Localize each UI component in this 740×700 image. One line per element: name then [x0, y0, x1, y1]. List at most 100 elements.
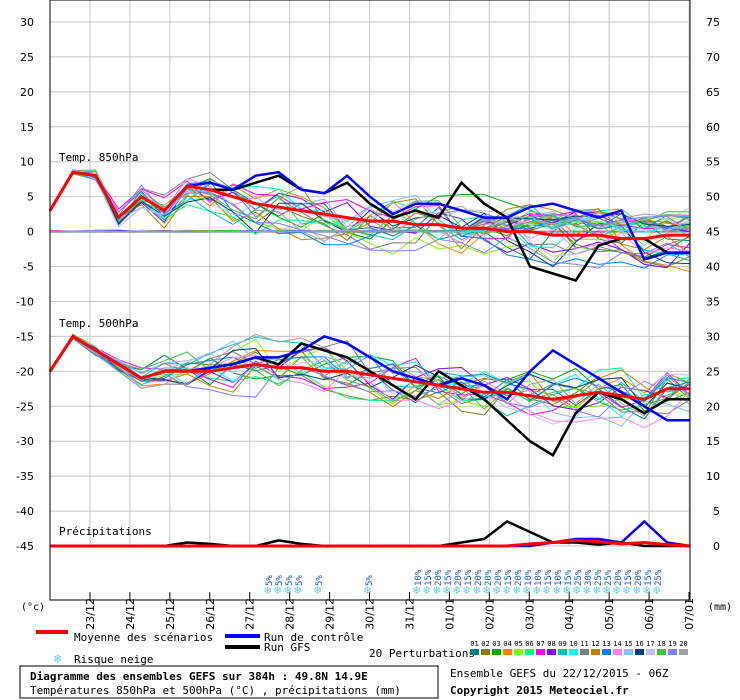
right-tick-label: 45 [706, 226, 720, 239]
perturbation-id: 10 [569, 640, 577, 648]
snow-icon: ❄ [463, 583, 470, 597]
perturbation-line [49, 333, 691, 408]
left-tick-label: -40 [16, 505, 34, 518]
perturbation-legend: 01 02 03 04 05 06 07 08 09 10 11 12 13 14 15 16 17 18 19 20 [470, 640, 688, 655]
snow-risk-label: 25% [604, 569, 614, 586]
right-tick-label: 55 [706, 156, 720, 169]
snow-icon: ❄ [613, 583, 620, 597]
snow-risk-label: 20% [634, 569, 644, 586]
snow-icon: ❄ [543, 583, 550, 597]
perturbation-id: 20 [679, 640, 687, 648]
x-tick-label: 27/12 [244, 598, 257, 630]
snow-icon: ❄ [563, 583, 570, 597]
left-tick-label: 5 [27, 191, 34, 204]
snow-risk-label: 15% [564, 569, 574, 586]
snow-icon: ❄ [533, 583, 540, 597]
panel-label-t850: Temp. 850hPa [59, 151, 138, 164]
snow-icon: ❄ [473, 583, 480, 597]
legend-gfs-label: Run GFS [264, 641, 310, 654]
perturbation-id: 04 [503, 640, 511, 648]
perturbation-line [49, 212, 691, 233]
perturbation-swatch [613, 649, 622, 655]
perturbation-id: 14 [613, 640, 621, 648]
snow-risk-label: 15% [504, 569, 514, 586]
right-tick-label: 35 [706, 295, 720, 308]
snow-risk-label: 20% [484, 569, 494, 586]
x-tick-label: 07/01 [683, 598, 696, 630]
snow-icon: ❄ [643, 583, 650, 597]
right-tick-label: 65 [706, 86, 720, 99]
snow-icon: ❄ [364, 583, 371, 597]
perturbation-id: 01 [470, 640, 478, 648]
legend-mean-label: Moyenne des scénarios [74, 631, 213, 644]
perturbation-line [49, 333, 691, 417]
right-tick-label: 5 [713, 505, 720, 518]
snow-risk-label: 5% [365, 575, 375, 586]
perturbation-line [49, 336, 691, 417]
main-series-lines [48, 170, 691, 548]
x-tick-label: 29/12 [324, 598, 337, 630]
left-tick-label: -10 [16, 295, 34, 308]
perturbation-id: 05 [514, 640, 522, 648]
run-info: Ensemble GEFS du 22/12/2015 - 06Z [450, 667, 669, 680]
snow-icon: ❄ [294, 583, 301, 597]
snow-risk-label: 15% [424, 569, 434, 586]
right-tick-label: 15 [706, 435, 720, 448]
perturbation-id: 02 [481, 640, 489, 648]
snow-risk-label: 10% [414, 569, 424, 586]
perturbation-id: 09 [558, 640, 566, 648]
snow-risk-label: 10% [534, 569, 544, 586]
snow-risk-label: 15% [464, 569, 474, 586]
x-tick-label: 24/12 [124, 598, 137, 630]
perturbation-swatch [558, 649, 567, 655]
legend-control-label: Run de contrôle [264, 631, 363, 644]
snow-risk-label: 5% [285, 575, 295, 586]
left-tick-label: -30 [16, 435, 34, 448]
perturbation-swatch [503, 649, 512, 655]
perturbation-id: 03 [492, 640, 500, 648]
right-tick-label: 75 [706, 16, 720, 29]
right-tick-label: 20 [706, 400, 720, 413]
snow-risk-label: 5% [275, 575, 285, 586]
perturbation-line [49, 172, 691, 269]
snow-icon: ❄ [433, 583, 440, 597]
perturbation-id: 13 [602, 640, 610, 648]
snow-icon: ❄ [523, 583, 530, 597]
snow-icon: ❄ [53, 652, 62, 667]
x-tick-label: 28/12 [284, 598, 297, 630]
right-unit-label: (mm) [708, 602, 732, 613]
perturbation-swatch [591, 649, 600, 655]
snow-icon: ❄ [264, 583, 271, 597]
perturbation-swatch [635, 649, 644, 655]
title-box [19, 665, 439, 699]
snow-icon: ❄ [553, 583, 560, 597]
x-tick-label: 23/12 [84, 598, 97, 630]
x-tick-label: 05/01 [603, 598, 616, 630]
left-tick-label: -5 [23, 261, 34, 274]
snow-icon: ❄ [603, 583, 610, 597]
snow-risk-label: 15% [644, 569, 654, 586]
x-tick-label: 04/01 [563, 598, 576, 630]
perturbation-swatch [602, 649, 611, 655]
series-line-t850 [48, 170, 690, 241]
snow-icon: ❄ [593, 583, 600, 597]
left-tick-label: -15 [16, 330, 34, 343]
legend-snow-label: Risque neige [74, 653, 153, 666]
perturbation-id: 07 [536, 640, 544, 648]
snow-risk-label: 30% [584, 569, 594, 586]
x-tick-label: 06/01 [643, 598, 656, 630]
right-tick-label: 60 [706, 121, 720, 134]
grid [50, 0, 690, 547]
snow-risk-label: 20% [494, 569, 504, 586]
snow-risk-label: 15% [444, 569, 454, 586]
x-tick-label: 25/12 [164, 598, 177, 630]
snow-icon: ❄ [513, 583, 520, 597]
right-tick-label: 50 [706, 191, 720, 204]
snow-icon: ❄ [413, 583, 420, 597]
snow-risk-label: 20% [434, 569, 444, 586]
perturbation-id: 16 [635, 640, 643, 648]
snow-icon: ❄ [274, 583, 281, 597]
snow-risk-label: 25% [594, 569, 604, 586]
